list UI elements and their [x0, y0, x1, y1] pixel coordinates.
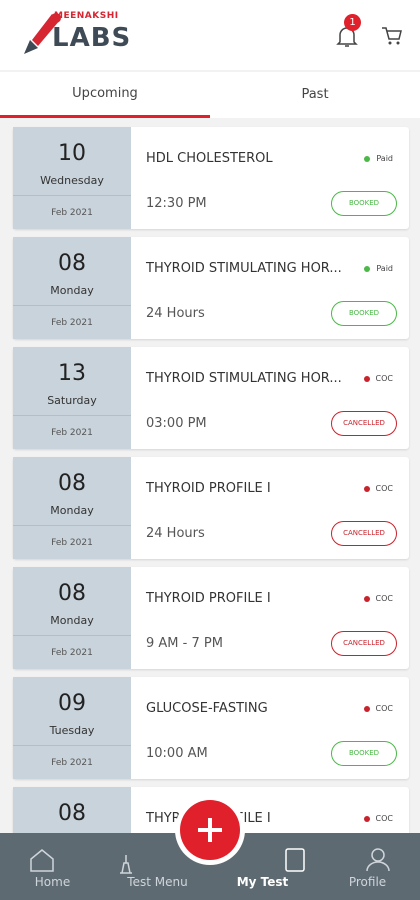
brand: LABS — [52, 23, 132, 53]
brand-top: MEENAKSHI — [54, 11, 119, 21]
day: 13 — [58, 361, 86, 386]
payment: Paid — [364, 154, 393, 163]
add-button[interactable] — [174, 794, 246, 866]
booking-card[interactable]: 13 Saturday Feb 2021 THYROID STIMULATING HO… — [13, 347, 409, 449]
weekday: Wednesday — [40, 174, 104, 187]
time: 12:30 PM — [146, 196, 207, 211]
payment: COC — [363, 484, 393, 493]
date-panel: 08 Monday Feb 2021 — [13, 457, 131, 559]
profile-icon — [371, 848, 385, 862]
payment-text: COC — [375, 594, 393, 603]
status-pill: CANCELLED — [331, 411, 397, 436]
date-panel: 08 Monday Feb 2021 — [13, 567, 131, 669]
test-name: HDL CHOLESTEROL — [146, 151, 273, 166]
nav-item[interactable]: My Test — [236, 875, 289, 889]
weekday: Saturday — [47, 394, 97, 407]
month: Feb 2021 — [13, 635, 131, 669]
cart-icon[interactable] — [380, 24, 406, 50]
test-name: THYROID STIMULATING HOR... — [146, 261, 342, 276]
payment: COC — [363, 814, 393, 823]
date-panel: 13 Saturday Feb 2021 — [13, 347, 131, 449]
time: 9 AM - 7 PM — [146, 636, 223, 651]
payment: COC — [363, 704, 393, 713]
nav-item[interactable]: Test Menu — [127, 875, 188, 889]
status-pill: CANCELLED — [331, 631, 397, 656]
payment: COC — [363, 374, 393, 383]
weekday: Monday — [50, 504, 94, 517]
tab[interactable]: Past — [301, 87, 329, 102]
payment-text: COC — [375, 814, 393, 823]
payment-dot — [363, 815, 370, 822]
payment-dot — [363, 705, 370, 712]
nav-icons — [30, 848, 390, 874]
status-pill: CANCELLED — [331, 521, 397, 546]
weekday: Tuesday — [49, 724, 95, 737]
test-name: GLUCOSE-FASTING — [146, 701, 268, 716]
nav-item[interactable]: Profile — [348, 875, 387, 889]
payment-text: COC — [375, 374, 393, 383]
month: Feb 2021 — [13, 305, 131, 339]
date-panel: 08 Monday Feb 2021 — [13, 237, 131, 339]
tab[interactable]: Upcoming — [0, 72, 210, 118]
month: Feb 2021 — [13, 745, 131, 779]
status-pill: BOOKED — [331, 741, 397, 766]
month: Feb 2021 — [13, 195, 131, 229]
home-icon — [30, 849, 54, 872]
nav-item[interactable]: Home — [34, 875, 71, 889]
status-pill: BOOKED — [331, 191, 397, 216]
notification-badge: 1 — [344, 14, 361, 31]
time: 24 Hours — [146, 526, 205, 541]
day: 08 — [58, 251, 86, 276]
my-test-icon — [285, 848, 305, 872]
booking-card[interactable]: 10 Wednesday Feb 2021 HDL CHOLESTEROL 12:30 … — [13, 127, 409, 229]
header: MEENAKSHI LABS 1 — [0, 0, 420, 70]
day: 09 — [58, 691, 86, 716]
day: 08 — [58, 581, 86, 606]
status-pill: BOOKED — [331, 301, 397, 326]
time: 03:00 PM — [146, 416, 207, 431]
booking-card[interactable]: 08 Monday Feb 2021 THYROID PROFILE I 9 AM - … — [13, 567, 409, 669]
test-menu-icon — [120, 855, 132, 874]
day: 08 — [58, 471, 86, 496]
profile-icon-body — [366, 861, 390, 872]
test-name: THYROID STIMULATING HOR... — [146, 371, 342, 386]
payment: Paid — [364, 264, 393, 273]
test-name: THYROID PROFILE I — [146, 481, 271, 496]
weekday: Monday — [50, 284, 94, 297]
payment-text: Paid — [376, 264, 393, 273]
payment-dot — [363, 375, 370, 382]
payment-dot — [363, 595, 370, 602]
payment-dot — [364, 265, 371, 272]
date-panel: 10 Wednesday Feb 2021 — [13, 127, 131, 229]
payment: COC — [363, 594, 393, 603]
tabs: Upcoming Past — [0, 72, 420, 118]
time: 10:00 AM — [146, 746, 208, 761]
booking-card[interactable]: 08 Monday Feb 2021 THYROID PROFILE I 24 Hour… — [13, 457, 409, 559]
payment-text: COC — [375, 484, 393, 493]
payment-text: COC — [375, 704, 393, 713]
payment-text: Paid — [376, 154, 393, 163]
logo-icon — [24, 13, 61, 54]
month: Feb 2021 — [13, 525, 131, 559]
time: 24 Hours — [146, 306, 205, 321]
booking-card[interactable]: 09 Tuesday Feb 2021 GLUCOSE-FASTING 10:00 AM… — [13, 677, 409, 779]
month: Feb 2021 — [13, 415, 131, 449]
day: 10 — [58, 141, 86, 166]
payment-dot — [364, 155, 371, 162]
test-name: THYROID PROFILE I — [146, 591, 271, 606]
date-panel: 09 Tuesday Feb 2021 — [13, 677, 131, 779]
day: 08 — [58, 801, 86, 826]
weekday: Monday — [50, 614, 94, 627]
payment-dot — [363, 485, 370, 492]
booking-card[interactable]: 08 Monday Feb 2021 THYROID STIMULATING HOR.… — [13, 237, 409, 339]
booking-list: 10 Wednesday Feb 2021 HDL CHOLESTEROL 12:30 … — [0, 118, 420, 833]
